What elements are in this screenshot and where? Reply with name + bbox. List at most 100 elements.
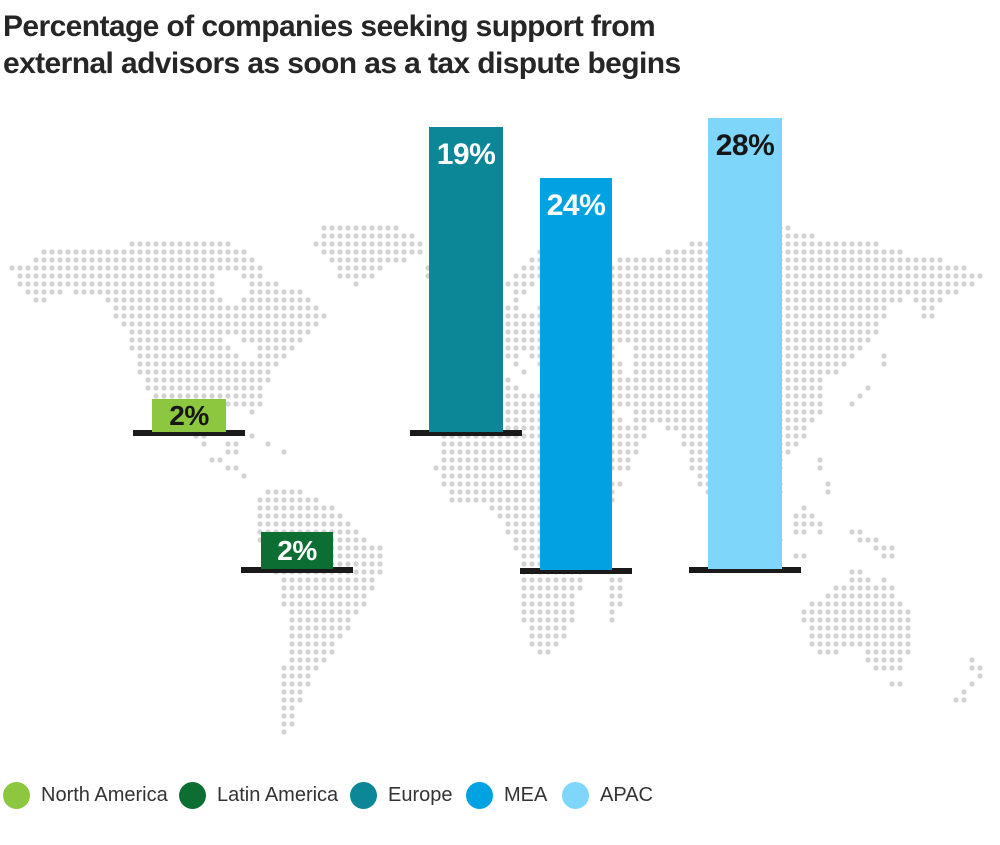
map-dot	[273, 489, 279, 495]
map-dot	[873, 585, 879, 591]
map-dot	[873, 617, 879, 623]
map-dot	[681, 361, 687, 367]
map-dot	[225, 361, 231, 367]
map-dot	[801, 369, 807, 375]
map-dot	[185, 321, 191, 327]
map-dot	[689, 265, 695, 271]
map-dot	[793, 289, 799, 295]
map-dot	[153, 265, 159, 271]
map-dot	[281, 697, 287, 703]
bar-value-label-north-america: 2%	[169, 399, 209, 431]
map-dot	[505, 521, 511, 527]
map-dot	[641, 401, 647, 407]
map-dot	[441, 441, 447, 447]
map-dot	[905, 281, 911, 287]
map-dot	[193, 273, 199, 279]
map-dot	[641, 305, 647, 311]
map-dot	[353, 281, 359, 287]
map-dot	[177, 353, 183, 359]
map-dot	[673, 337, 679, 343]
map-dot	[377, 233, 383, 239]
map-dot	[321, 625, 327, 631]
map-dot	[177, 297, 183, 303]
map-dot	[665, 273, 671, 279]
map-dot	[217, 265, 223, 271]
map-dot	[873, 313, 879, 319]
map-dot	[937, 281, 943, 287]
map-dot	[809, 633, 815, 639]
map-dot	[569, 577, 575, 583]
map-dot	[513, 537, 519, 543]
map-dot	[361, 553, 367, 559]
map-dot	[681, 305, 687, 311]
map-dot	[233, 313, 239, 319]
map-dot	[233, 401, 239, 407]
map-dot	[473, 465, 479, 471]
map-dot	[161, 313, 167, 319]
map-dot	[873, 593, 879, 599]
map-dot	[841, 321, 847, 327]
map-dot	[377, 545, 383, 551]
map-dot	[489, 457, 495, 463]
map-dot	[441, 473, 447, 479]
map-dot	[521, 537, 527, 543]
map-dot	[633, 305, 639, 311]
map-dot	[305, 321, 311, 327]
map-dot	[841, 305, 847, 311]
map-dot	[65, 281, 71, 287]
map-dot	[129, 257, 135, 263]
map-dot	[193, 305, 199, 311]
map-dot	[209, 265, 215, 271]
map-dot	[817, 529, 823, 535]
map-dot	[169, 377, 175, 383]
map-dot	[905, 273, 911, 279]
map-dot	[537, 593, 543, 599]
map-dot	[457, 465, 463, 471]
map-dot	[657, 281, 663, 287]
map-dot	[793, 401, 799, 407]
bar-baseline-latin-america	[241, 567, 353, 573]
map-dot	[529, 521, 535, 527]
map-dot	[569, 601, 575, 607]
map-dot	[529, 273, 535, 279]
map-dot	[321, 657, 327, 663]
map-dot	[689, 257, 695, 263]
map-dot	[249, 409, 255, 415]
map-dot	[881, 289, 887, 295]
map-dot	[129, 241, 135, 247]
map-dot	[409, 241, 415, 247]
map-dot	[793, 345, 799, 351]
map-dot	[673, 345, 679, 351]
map-dot	[177, 289, 183, 295]
map-dot	[169, 273, 175, 279]
map-dot	[473, 457, 479, 463]
map-dot	[289, 697, 295, 703]
map-dot	[833, 281, 839, 287]
map-dot	[697, 305, 703, 311]
map-dot	[889, 625, 895, 631]
map-dot	[689, 433, 695, 439]
map-dot	[809, 297, 815, 303]
map-dot	[689, 401, 695, 407]
map-dot	[521, 281, 527, 287]
map-dot	[265, 361, 271, 367]
map-dot	[889, 665, 895, 671]
map-dot	[625, 465, 631, 471]
map-dot	[193, 345, 199, 351]
map-dot	[801, 281, 807, 287]
map-dot	[281, 705, 287, 711]
map-dot	[321, 601, 327, 607]
map-dot	[785, 241, 791, 247]
map-dot	[865, 281, 871, 287]
map-dot	[33, 265, 39, 271]
map-dot	[209, 345, 215, 351]
map-dot	[857, 297, 863, 303]
map-dot	[657, 345, 663, 351]
map-dot	[513, 313, 519, 319]
map-dot	[161, 297, 167, 303]
map-dot	[849, 297, 855, 303]
map-dot	[513, 425, 519, 431]
map-dot	[953, 697, 959, 703]
map-dot	[809, 393, 815, 399]
map-dot	[681, 417, 687, 423]
